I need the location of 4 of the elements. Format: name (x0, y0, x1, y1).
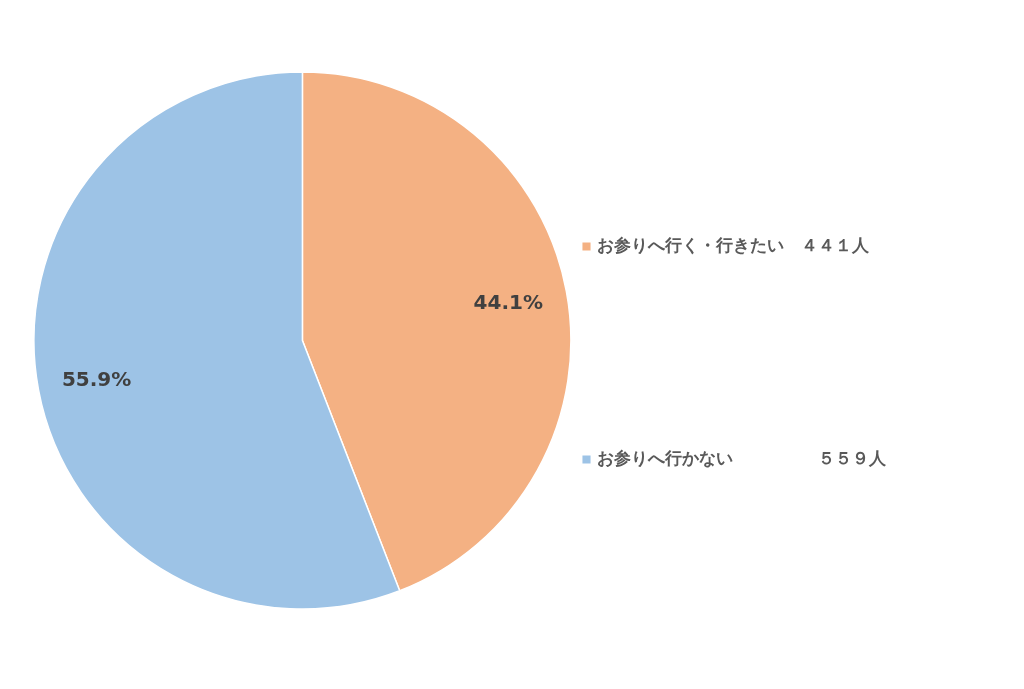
data-label: 55.9% (61, 366, 132, 391)
legend-label: お参りへ行かない ５５９人 (597, 447, 886, 470)
data-label: 44.1% (473, 290, 543, 315)
legend-label: お参りへ行く・行きたい ４４１人 (597, 234, 869, 257)
